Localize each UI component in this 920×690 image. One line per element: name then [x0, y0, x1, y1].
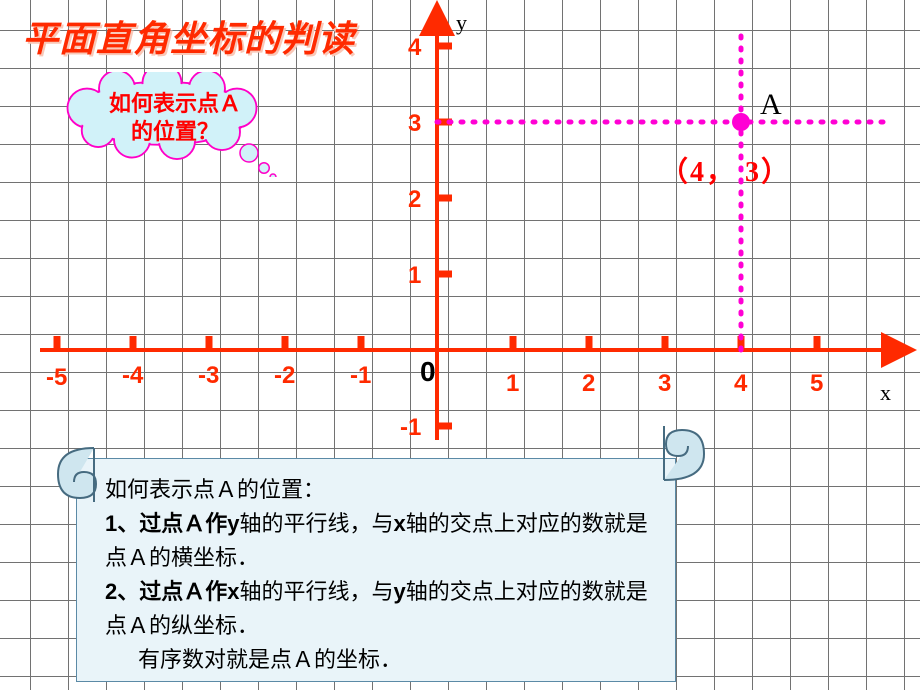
point-a-marker [732, 113, 750, 131]
cloud-line2: 的位置？ [131, 119, 219, 144]
exp-1c: 轴的平行线，与 [240, 511, 394, 536]
x-tick--3: -3 [198, 362, 219, 390]
x-tick-1: 1 [506, 370, 519, 398]
explanation-scroll: 如何表示点Ａ的位置： 1、过点Ａ作y轴的平行线，与x轴的交点上对应的数就是点Ａ的… [56, 450, 696, 684]
cloud-line1: 如何表示点Ａ [109, 91, 241, 116]
x-tick-4: 4 [734, 370, 747, 398]
point-a-label: A [760, 88, 782, 122]
y-tick-3: 3 [408, 110, 421, 138]
exp-1b: y [227, 511, 239, 536]
exp-3: 有序数对就是点Ａ的坐标． [138, 647, 402, 672]
y-axis-label: y [456, 10, 467, 36]
exp-2d: y [394, 579, 406, 604]
cloud-question: 如何表示点Ａ 的位置？ [60, 90, 290, 145]
exp-1a: 1、过点Ａ作 [105, 511, 227, 536]
exp-2b: x [227, 579, 239, 604]
x-tick-3: 3 [658, 370, 671, 398]
y-tick-2: 2 [408, 186, 421, 214]
y-tick--1: -1 [400, 414, 421, 442]
exp-2a: 2、过点Ａ作 [105, 579, 227, 604]
y-tick-4: 4 [408, 34, 421, 62]
x-tick--1: -1 [350, 362, 371, 390]
x-tick--5: -5 [46, 364, 67, 392]
x-tick-5: 5 [810, 370, 823, 398]
x-tick-2: 2 [582, 370, 595, 398]
exp-2c: 轴的平行线，与 [240, 579, 394, 604]
x-tick--2: -2 [274, 362, 295, 390]
point-a-coords: （4， 3） [660, 150, 791, 190]
origin-label: 0 [420, 356, 436, 388]
explain-heading: 如何表示点Ａ的位置： [105, 477, 325, 502]
x-tick--4: -4 [122, 362, 143, 390]
x-axis-label: x [880, 380, 891, 406]
exp-1d: x [394, 511, 406, 536]
scroll-curl-right-icon [654, 422, 710, 484]
page-title: 平面直角坐标的判读 [22, 10, 355, 62]
y-tick-1: 1 [408, 262, 421, 290]
explanation-body: 如何表示点Ａ的位置： 1、过点Ａ作y轴的平行线，与x轴的交点上对应的数就是点Ａ的… [76, 458, 676, 682]
scroll-curl-left-icon [50, 444, 102, 504]
